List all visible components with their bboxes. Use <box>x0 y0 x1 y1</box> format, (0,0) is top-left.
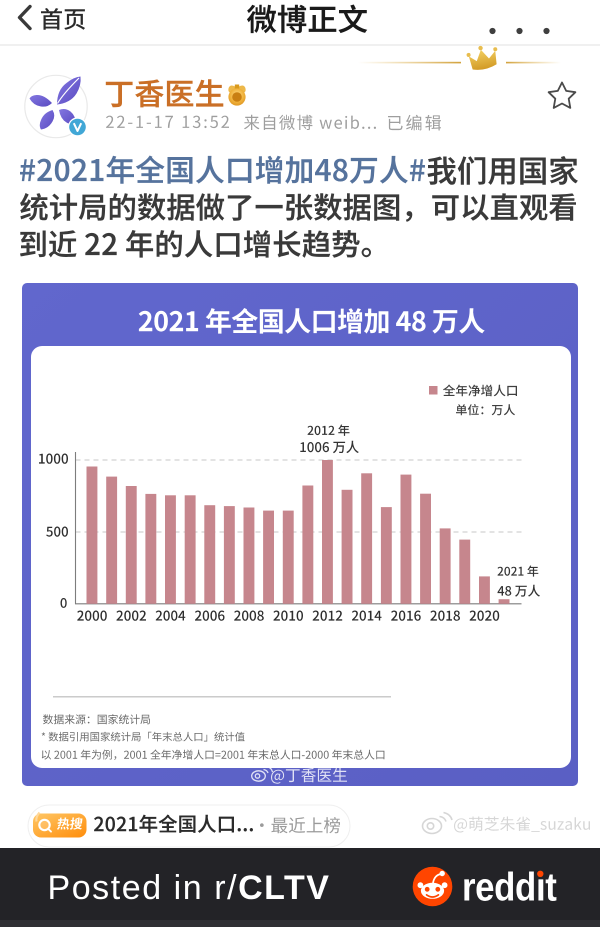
svg-text:reddıt: reddıt <box>462 864 557 909</box>
svg-text:Posted in r/CLTV: Posted in r/CLTV <box>48 869 331 907</box>
